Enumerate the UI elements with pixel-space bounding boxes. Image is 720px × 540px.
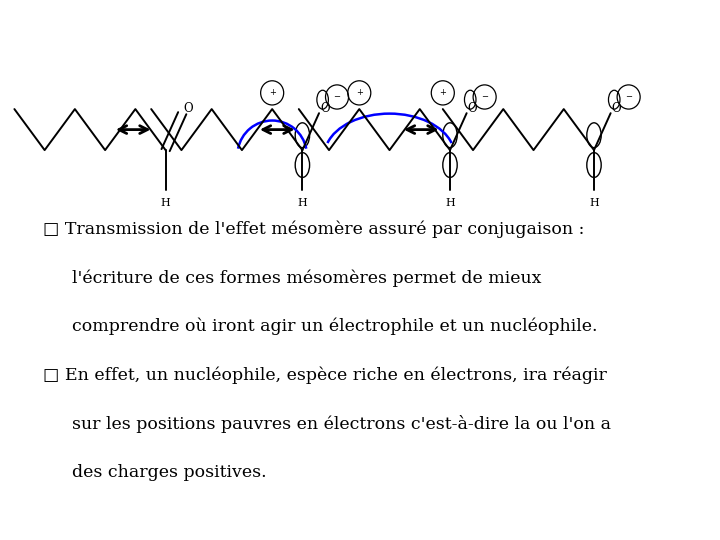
- Text: l'écriture de ces formes mésomères permet de mieux: l'écriture de ces formes mésomères perme…: [72, 269, 541, 287]
- Text: □ Transmission de l'effet mésomère assuré par conjugaison :: □ Transmission de l'effet mésomère assur…: [43, 221, 585, 238]
- Text: des charges positives.: des charges positives.: [72, 464, 266, 481]
- Text: +: +: [356, 89, 363, 97]
- Text: O: O: [611, 103, 621, 116]
- Text: sur les positions pauvres en électrons c'est-à-dire la ou l'on a: sur les positions pauvres en électrons c…: [72, 415, 611, 433]
- Text: H: H: [589, 198, 599, 208]
- Text: H: H: [297, 198, 307, 208]
- Text: +: +: [439, 89, 446, 97]
- Text: H: H: [445, 198, 455, 208]
- Text: −: −: [481, 92, 488, 102]
- Text: −: −: [333, 92, 341, 102]
- Text: □ En effet, un nucléophile, espèce riche en électrons, ira réagir: □ En effet, un nucléophile, espèce riche…: [43, 367, 607, 384]
- Text: O: O: [183, 103, 193, 116]
- Text: −: −: [625, 92, 632, 102]
- Text: H: H: [161, 198, 171, 208]
- Text: +: +: [269, 89, 276, 97]
- Text: O: O: [320, 103, 330, 116]
- Text: comprendre où iront agir un électrophile et un nucléophile.: comprendre où iront agir un électrophile…: [72, 318, 598, 335]
- Text: O: O: [467, 103, 477, 116]
